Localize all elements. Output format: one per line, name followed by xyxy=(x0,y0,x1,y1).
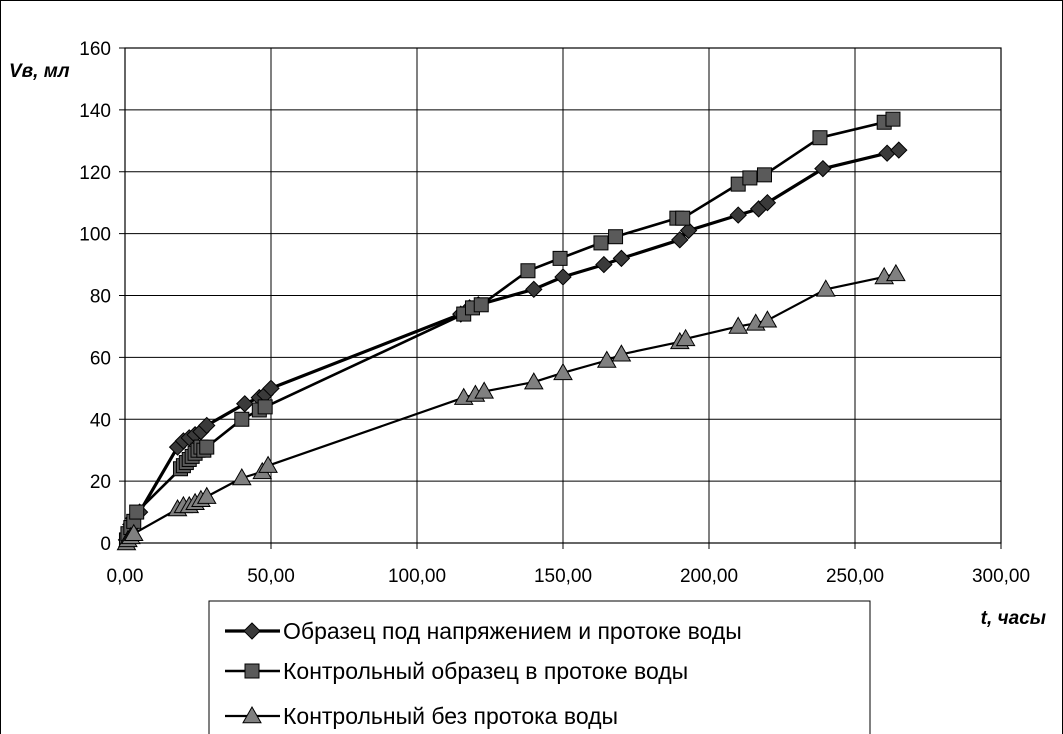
data-point-triangle xyxy=(757,310,778,328)
data-point-triangle xyxy=(474,381,495,399)
y-tick-label: 140 xyxy=(79,101,111,122)
y-tick-label: 120 xyxy=(79,163,111,184)
series-triangle xyxy=(116,263,906,551)
data-point-diamond xyxy=(729,206,747,224)
data-point-triangle xyxy=(886,263,906,282)
data-point-square xyxy=(742,170,758,186)
x-axis-label: t, часы xyxy=(981,608,1046,629)
data-point-diamond xyxy=(198,416,216,435)
y-tick-label: 60 xyxy=(90,348,111,369)
data-point-triangle xyxy=(553,362,573,381)
legend-box xyxy=(208,600,871,734)
y-tick-label: 40 xyxy=(90,410,111,431)
data-point-triangle xyxy=(258,455,278,473)
data-point-diamond xyxy=(262,379,280,398)
data-point-square xyxy=(812,130,828,146)
legend-marker-diamond xyxy=(243,622,261,640)
x-tick-label: 150,00 xyxy=(534,566,592,587)
data-point-square xyxy=(675,210,691,226)
data-point-diamond xyxy=(890,141,908,159)
data-point-square xyxy=(129,504,145,520)
y-tick-label: 20 xyxy=(90,472,111,493)
legend: Образец под напряжением и протоке воды Ко… xyxy=(208,600,871,734)
data-point-square xyxy=(552,250,568,266)
data-point-triangle xyxy=(675,328,696,347)
legend-item: Образец под напряжением и протоке воды xyxy=(225,618,742,644)
data-point-diamond xyxy=(595,255,613,274)
tick-layer: 0 20 40 60 80 100 120 140 160 0,00 50,00 100,00 150,… xyxy=(79,39,1030,587)
data-point-diamond xyxy=(612,249,631,268)
data-point-triangle xyxy=(196,486,217,504)
data-point-square xyxy=(593,235,609,251)
legend-label: Контрольный образец в протоке воды xyxy=(283,658,688,684)
legend-marker-triangle xyxy=(242,705,262,724)
x-tick-label: 300,00 xyxy=(972,566,1030,587)
legend-marker-square xyxy=(244,663,260,679)
legend-item: Контрольный без протока воды xyxy=(225,703,618,729)
legend-label: Контрольный без протока воды xyxy=(283,703,618,729)
data-point-diamond xyxy=(758,193,777,212)
data-point-diamond xyxy=(679,221,698,240)
data-point-diamond xyxy=(525,280,543,299)
data-point-square xyxy=(473,297,489,313)
x-tick-label: 50,00 xyxy=(247,566,295,587)
data-point-square xyxy=(885,111,901,127)
x-tick-label: 0,00 xyxy=(107,566,144,587)
data-point-square xyxy=(257,399,273,415)
data-point-triangle xyxy=(596,350,617,368)
data-point-square xyxy=(756,167,772,183)
data-point-square xyxy=(199,439,215,455)
data-point-diamond xyxy=(554,268,572,286)
y-tick-label: 160 xyxy=(79,39,111,60)
data-point-diamond xyxy=(814,159,832,178)
data-point-triangle xyxy=(611,344,632,362)
data-point-triangle xyxy=(231,468,252,486)
y-tick-label: 0 xyxy=(100,534,111,555)
x-tick-label: 200,00 xyxy=(680,566,738,587)
y-tick-label: 100 xyxy=(79,225,111,246)
y-axis-label: Vв, мл xyxy=(9,61,70,82)
data-point-triangle xyxy=(728,316,749,334)
data-point-triangle xyxy=(523,372,544,390)
data-point-diamond xyxy=(671,231,689,249)
data-point-triangle xyxy=(123,523,144,541)
legend-label: Образец под напряжением и протоке воды xyxy=(283,618,742,644)
y-tick-label: 80 xyxy=(90,287,111,308)
legend-item: Контрольный образец в протоке воды xyxy=(225,658,688,684)
x-tick-label: 250,00 xyxy=(826,566,884,587)
data-point-square xyxy=(608,229,624,245)
data-point-square xyxy=(234,411,250,427)
data-point-square xyxy=(520,263,536,279)
data-point-triangle xyxy=(815,279,836,297)
series-layer xyxy=(116,111,908,551)
x-tick-label: 100,00 xyxy=(388,566,446,587)
